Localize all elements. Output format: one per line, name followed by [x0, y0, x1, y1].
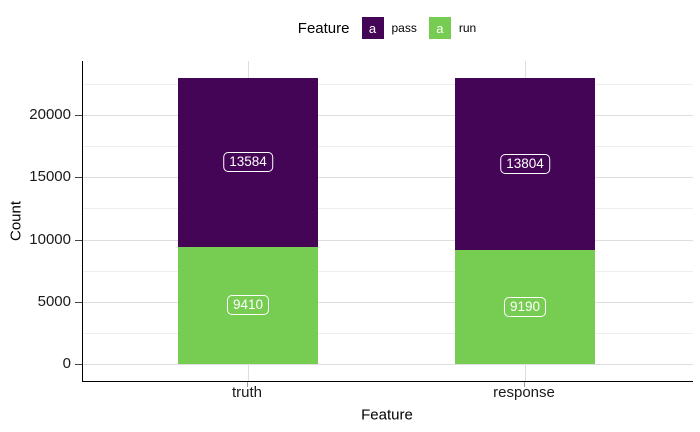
- grid-major-line: [83, 239, 693, 241]
- bar-value-label: 13584: [223, 152, 273, 173]
- grid-minor-line: [83, 270, 693, 272]
- bar-value-label: 13804: [500, 153, 550, 174]
- grid-minor-line: [83, 146, 693, 148]
- x-tick-mark: [247, 382, 248, 387]
- grid-major-line: [83, 364, 693, 365]
- plot-panel: 9410 13584 9190 13804: [82, 61, 693, 382]
- legend-key-glyph: a: [368, 20, 377, 36]
- legend-entry-pass: a pass: [361, 17, 417, 39]
- bar-value-label: 9410: [226, 295, 270, 316]
- y-tick-label: 15000: [29, 168, 71, 186]
- y-tick-mark: [75, 301, 82, 303]
- grid-major-line: [83, 301, 693, 303]
- x-category-label: response: [493, 384, 555, 401]
- legend-entries: a pass a run: [361, 17, 477, 39]
- y-tick-label: 20000: [29, 106, 71, 123]
- legend: Feature a pass a run: [82, 6, 692, 50]
- bar-value-label: 9190: [503, 296, 547, 317]
- grid-major-line: [83, 177, 693, 179]
- x-tick-mark: [524, 382, 525, 387]
- grid-minor-line: [83, 332, 693, 334]
- grid-minor-line: [83, 83, 693, 85]
- grid-major-line: [83, 115, 693, 116]
- legend-key-pass: a: [361, 17, 384, 39]
- y-tick-label: 0: [62, 355, 71, 372]
- legend-entry-run: a run: [428, 17, 477, 39]
- bar-segment-run-truth: [178, 246, 318, 364]
- legend-key-glyph: a: [436, 20, 444, 36]
- y-tick-mark: [75, 115, 82, 116]
- grid-minor-line: [83, 208, 693, 210]
- y-tick-mark: [75, 364, 82, 365]
- y-tick-mark: [75, 239, 82, 241]
- y-tick-label: 5000: [37, 292, 71, 310]
- y-axis-title: Count: [7, 200, 25, 242]
- legend-title: Feature: [297, 19, 350, 37]
- bar-segment-run-response: [455, 249, 595, 364]
- bar-segment-pass-response: [455, 77, 595, 250]
- legend-key-run: a: [428, 17, 451, 39]
- y-tick-mark: [75, 177, 82, 179]
- x-category-label: truth: [231, 384, 263, 401]
- legend-entry-label: pass: [391, 21, 417, 35]
- y-tick-label: 10000: [29, 230, 71, 248]
- bar-segment-pass-truth: [178, 77, 318, 247]
- legend-entry-label: run: [458, 21, 477, 35]
- x-axis-title: Feature: [361, 406, 413, 424]
